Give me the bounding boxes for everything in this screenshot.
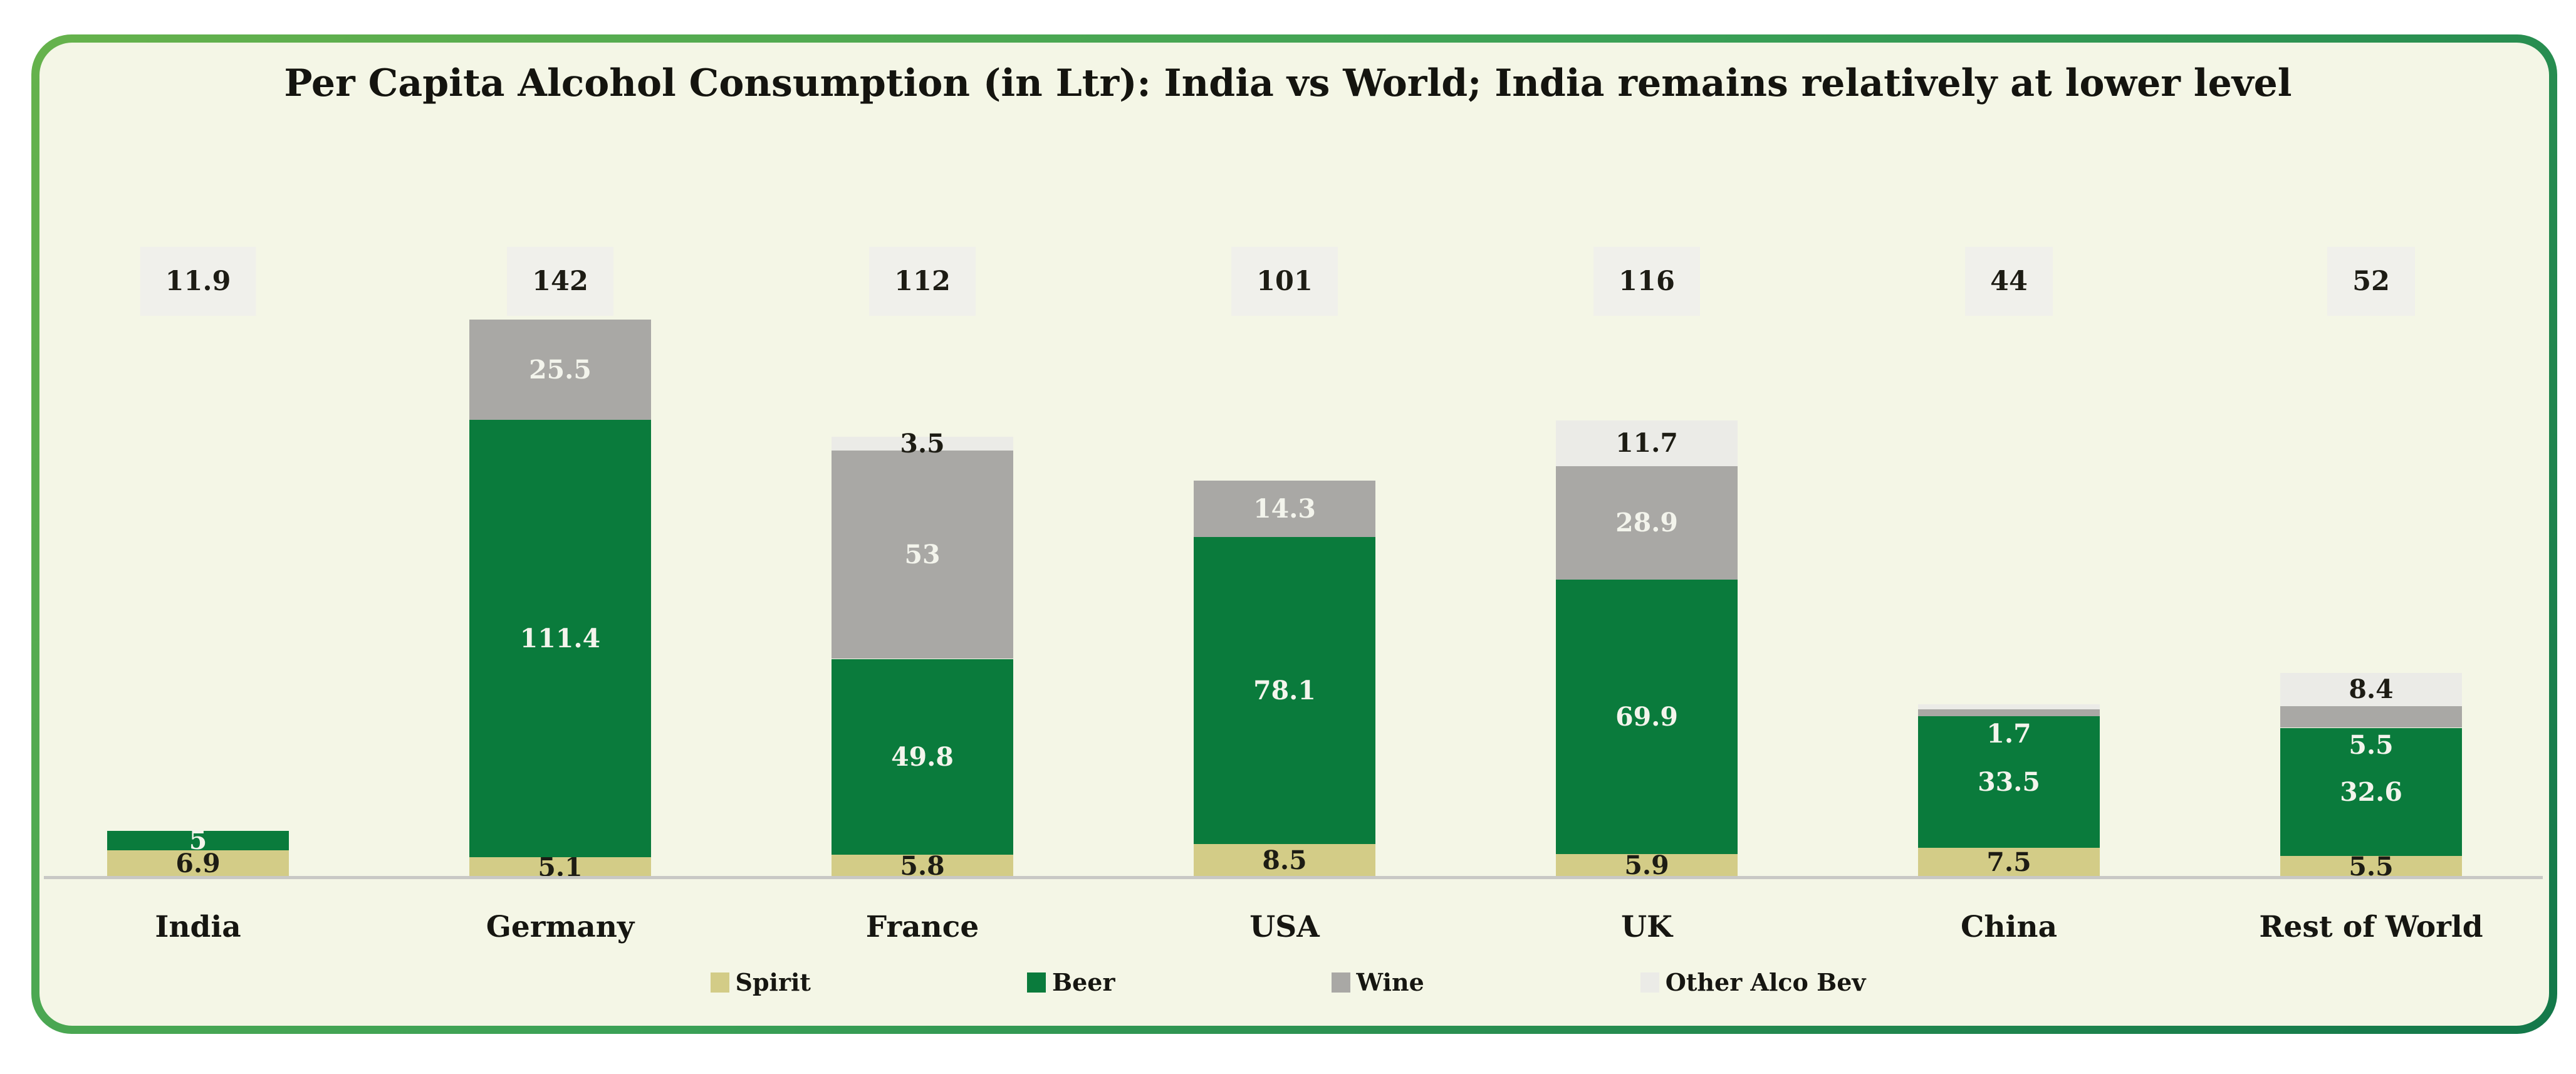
bar-segment-spirit-usa: 8.5 <box>1194 844 1375 877</box>
bar-segment-spirit-uk: 5.9 <box>1556 850 1738 880</box>
bar-segment-spirit-rest-of-world: 5.5 <box>2280 851 2462 882</box>
bar-segment-label: 49.8 <box>891 741 954 772</box>
bar-segment-label: 78.1 <box>1253 675 1316 706</box>
legend-swatch-spirit <box>710 972 729 993</box>
bar-segment-wine-usa: 14.3 <box>1194 481 1375 537</box>
bar-segment-wine-france: 53 <box>832 451 1013 659</box>
total-label-uk: 116 <box>1593 247 1700 316</box>
legend-item-other-alco-bev: Other Alco Bev <box>1640 968 1866 996</box>
bar-segment-beer-india: 5 <box>107 825 289 855</box>
legend-swatch-wine <box>1331 972 1350 993</box>
bar-segment-label: 53 <box>904 539 941 570</box>
bar-segment-label: 33.5 <box>1978 766 2040 797</box>
total-label-germany: 142 <box>507 247 613 316</box>
bar-segment-wine-china: 1.7 <box>1918 709 2100 747</box>
bar-segment-label: 6.9 <box>175 848 221 878</box>
category-label-china: China <box>1960 910 2058 944</box>
bar-segment-beer-usa: 78.1 <box>1194 537 1375 844</box>
bar-segment-beer-uk: 69.9 <box>1556 580 1738 854</box>
legend-item-spirit: Spirit <box>710 968 811 996</box>
legend-item-beer: Beer <box>1027 968 1115 996</box>
bar-segment-other-alco-bev-china <box>1918 704 2100 709</box>
bar-segment-label: 25.5 <box>529 354 592 385</box>
category-label-india: India <box>155 910 241 944</box>
legend: Spirit Beer Wine Other Alco Bev <box>0 968 2576 996</box>
bar-segment-spirit-france: 5.8 <box>832 850 1013 881</box>
bar-segment-label: 5.1 <box>538 852 583 882</box>
bar-segment-label: 3.5 <box>900 428 945 459</box>
legend-label: Spirit <box>735 968 811 996</box>
bar-segment-spirit-germany: 5.1 <box>469 852 651 882</box>
bar-segment-spirit-china: 7.5 <box>1918 848 2100 877</box>
bar-segment-label: 32.6 <box>2340 776 2402 807</box>
bar-segment-wine-rest-of-world: 5.5 <box>2280 706 2462 758</box>
bar-segment-label: 8.5 <box>1262 845 1307 875</box>
bar-segment-other-alco-bev-rest-of-world: 8.4 <box>2280 673 2462 706</box>
total-label-usa: 101 <box>1231 247 1338 316</box>
category-label-germany: Germany <box>486 910 635 944</box>
legend-swatch-beer <box>1027 972 1046 993</box>
bar-segment-label: 28.9 <box>1615 508 1678 538</box>
total-label-china: 44 <box>1965 247 2053 316</box>
bar-segment-label: 5.5 <box>2349 851 2394 882</box>
category-label-rest-of-world: Rest of World <box>2259 910 2483 944</box>
bar-segment-label: 5.8 <box>900 850 945 881</box>
chart-title: Per Capita Alcohol Consumption (in Ltr):… <box>284 61 2292 105</box>
bar-segment-label: 11.7 <box>1615 428 1678 458</box>
legend-item-wine: Wine <box>1331 968 1424 996</box>
bar-segment-beer-rest-of-world: 32.6 <box>2280 728 2462 856</box>
bar-segment-label: 1.7 <box>1986 719 2031 749</box>
total-label-france: 112 <box>869 247 976 316</box>
bar-segment-wine-uk: 28.9 <box>1556 466 1738 580</box>
legend-swatch-other-alco-bev <box>1640 972 1659 993</box>
bar-segment-spirit-india: 6.9 <box>107 850 289 877</box>
bar-segment-label: 7.5 <box>1986 847 2031 877</box>
category-label-uk: UK <box>1621 910 1672 944</box>
bar-segment-label: 5 <box>189 825 207 855</box>
bar-segment-wine-germany: 25.5 <box>469 320 651 420</box>
bar-segment-other-alco-bev-france: 3.5 <box>832 430 1013 456</box>
bar-segment-label: 111.4 <box>519 623 601 654</box>
x-axis-line <box>44 876 2543 879</box>
bar-segment-beer-china: 33.5 <box>1918 716 2100 848</box>
total-label-rest-of-world: 52 <box>2327 247 2415 316</box>
bar-segment-label: 69.9 <box>1615 701 1678 732</box>
bar-segment-label: 5.5 <box>2349 730 2394 760</box>
bar-segment-beer-france: 49.8 <box>832 659 1013 855</box>
total-label-india: 11.9 <box>140 247 256 316</box>
legend-label: Other Alco Bev <box>1665 968 1866 996</box>
category-label-france: France <box>865 910 979 944</box>
bar-segment-label: 5.9 <box>1624 850 1669 880</box>
bar-segment-beer-germany: 111.4 <box>469 420 651 857</box>
bar-segment-other-alco-bev-uk: 11.7 <box>1556 420 1738 466</box>
bar-segment-label: 14.3 <box>1253 493 1316 524</box>
legend-label: Wine <box>1356 968 1424 996</box>
category-label-usa: USA <box>1249 910 1320 944</box>
bar-segment-label: 8.4 <box>2349 674 2394 704</box>
legend-label: Beer <box>1052 968 1115 996</box>
